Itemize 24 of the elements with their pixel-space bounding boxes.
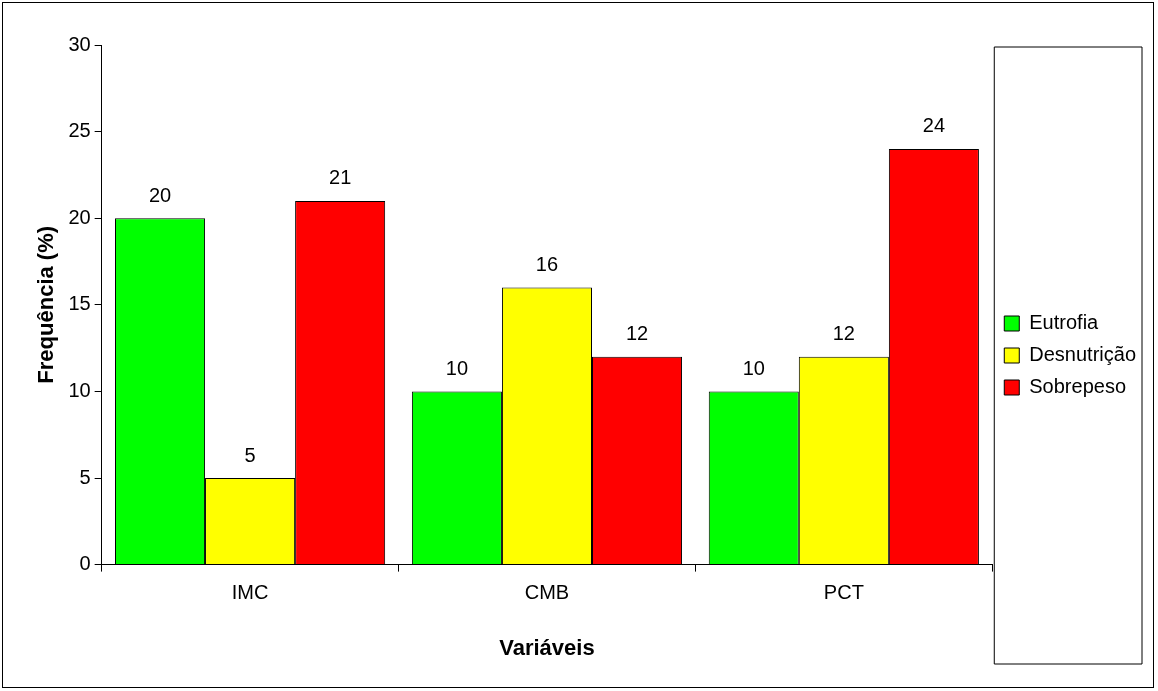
data-label: 10: [445, 356, 469, 379]
legend-label: Sobrepeso: [1029, 375, 1127, 398]
data-label: 20: [148, 183, 172, 206]
y-axis-title: Frequência (%): [33, 225, 59, 384]
y-tick-label: 10: [68, 378, 91, 401]
data-label: 24: [922, 114, 946, 137]
data-label: 10: [742, 356, 765, 379]
data-label: 5: [244, 443, 256, 466]
legend-label: Desnutrição: [1029, 343, 1136, 366]
legend-label: Eutrofia: [1029, 311, 1100, 334]
x-axis-title: Variáveis: [499, 634, 595, 660]
x-tick-label: CMB: [524, 581, 570, 604]
x-tick-label: IMC: [231, 581, 269, 604]
data-label: 12: [625, 322, 649, 345]
data-label: 12: [832, 322, 855, 345]
y-tick-label: 20: [68, 205, 91, 228]
y-tick-label: 5: [79, 465, 91, 488]
y-tick-label: 0: [79, 552, 91, 575]
data-label: 21: [329, 166, 352, 189]
data-label: 16: [535, 253, 559, 275]
x-tick-label: PCT: [823, 581, 864, 604]
y-tick-label: 25: [68, 119, 91, 142]
y-tick-label: 15: [68, 292, 91, 315]
y-tick-label: 30: [68, 32, 91, 55]
